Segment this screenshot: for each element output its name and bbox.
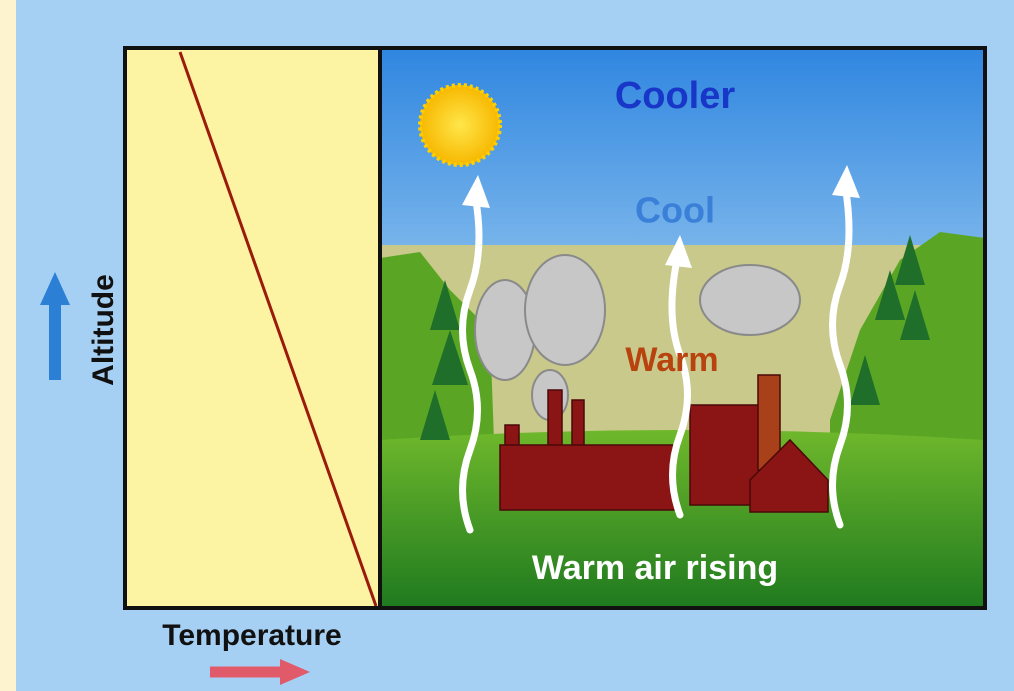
label-warm-air: Warm air rising — [532, 549, 778, 587]
label-warm: Warm — [625, 341, 718, 379]
graph-panel — [125, 48, 380, 608]
temperature-label: Temperature — [162, 619, 342, 652]
altitude-label: Altitude — [87, 274, 120, 386]
scene — [380, 48, 985, 608]
label-cooler: Cooler — [615, 75, 736, 117]
edge-strip — [0, 0, 16, 691]
diagram: Cooler Cool Warm Warm air rising Altitud… — [0, 0, 1014, 691]
label-cool: Cool — [635, 190, 715, 231]
